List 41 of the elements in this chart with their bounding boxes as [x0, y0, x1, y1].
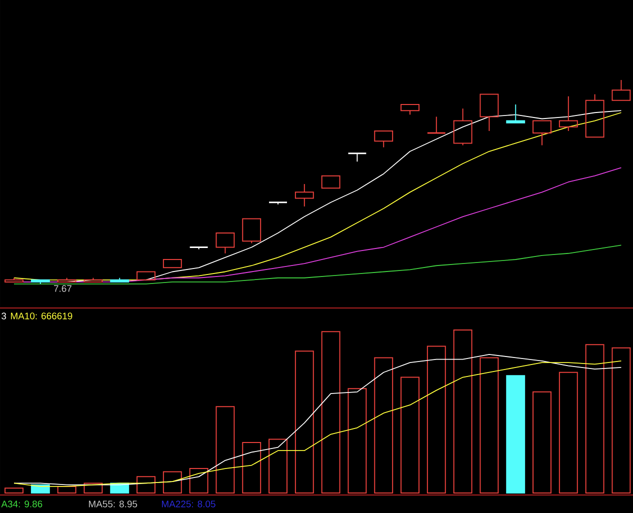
- candlestick: [532, 120, 552, 146]
- candlestick: [216, 232, 235, 254]
- text: MA10: 666619: [10, 312, 72, 320]
- bar: [585, 344, 604, 494]
- text: MA55: 8.95: [88, 500, 138, 508]
- bar: [136, 476, 156, 494]
- candlestick: [321, 175, 340, 189]
- bar: [216, 406, 235, 494]
- candlestick: [453, 108, 472, 146]
- text: A34: 9.86: [1, 500, 42, 508]
- bar: [84, 482, 103, 494]
- bar: [426, 346, 446, 494]
- bar: [4, 488, 24, 494]
- candlestick: [426, 116, 446, 134]
- candlestick: [374, 130, 394, 148]
- candlestick: [162, 259, 182, 268]
- bar: [400, 376, 420, 494]
- candlestick: [294, 184, 314, 207]
- bar: [348, 388, 367, 494]
- bar: [453, 329, 472, 494]
- candlestick: [136, 271, 156, 280]
- candlestick: [585, 94, 604, 138]
- bar: [162, 471, 182, 494]
- bar: [321, 331, 340, 494]
- bar: [558, 372, 578, 494]
- bar: [506, 375, 526, 494]
- bar: [189, 468, 208, 494]
- candlestick: [347, 152, 367, 162]
- candlestick: [506, 104, 526, 124]
- text: MA225: 8.05: [162, 500, 216, 508]
- bar: [242, 442, 262, 494]
- candlestick: [480, 94, 499, 132]
- bar: [268, 438, 288, 494]
- text: 3: [2, 312, 6, 320]
- bar: [480, 357, 499, 494]
- bar: [612, 347, 631, 494]
- bar: [374, 357, 394, 494]
- candlestick: [612, 79, 631, 101]
- annotation: 7.67: [54, 285, 72, 292]
- bar: [294, 350, 314, 494]
- bar: [532, 391, 552, 494]
